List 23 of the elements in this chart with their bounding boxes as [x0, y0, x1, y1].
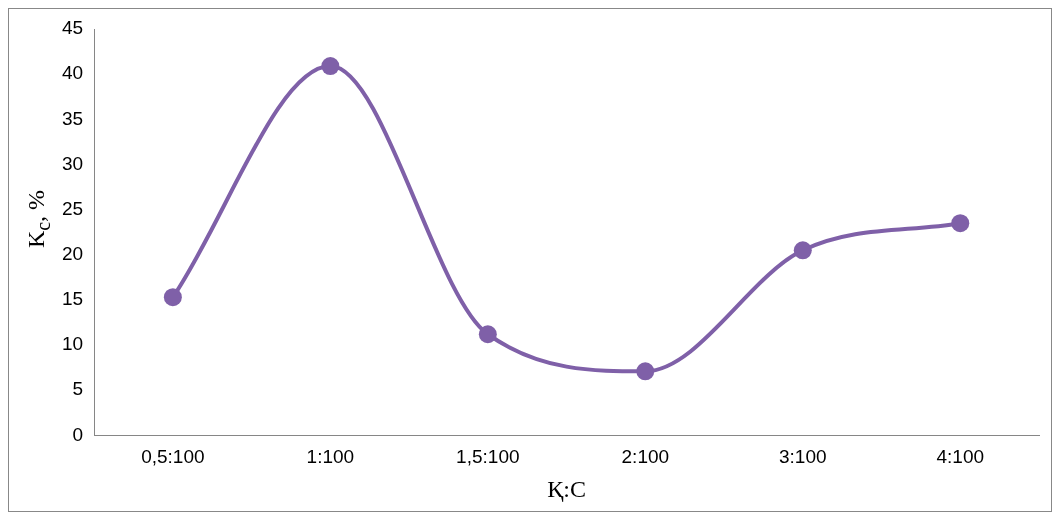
y-tick-label: 25 — [61, 197, 84, 219]
x-tick-label: 1,5:100 — [456, 446, 520, 468]
point — [951, 214, 970, 233]
y-tick-label: 20 — [61, 243, 84, 265]
x-tick-label: 4:100 — [936, 446, 985, 468]
y-tick-label: 35 — [61, 107, 84, 129]
point — [163, 288, 182, 307]
point — [478, 325, 497, 344]
y-tick-label: 40 — [61, 62, 84, 84]
point — [321, 57, 340, 76]
point — [636, 362, 655, 381]
x-tick-label: 0,5:100 — [141, 446, 205, 468]
y-tick-label: 0 — [72, 423, 84, 445]
y-tick-label: 45 — [61, 17, 84, 39]
y-tick-label: 30 — [61, 152, 84, 174]
x-tick-label: 2:100 — [621, 446, 670, 468]
x-axis-title: Қ:С — [547, 475, 586, 502]
x-tick-label: 3:100 — [779, 446, 827, 468]
x-tick-label: 1:100 — [306, 446, 355, 468]
point — [793, 241, 812, 260]
y-tick-label: 5 — [72, 378, 84, 400]
y-tick-label: 10 — [61, 333, 84, 355]
y-tick-label: 15 — [61, 288, 84, 310]
